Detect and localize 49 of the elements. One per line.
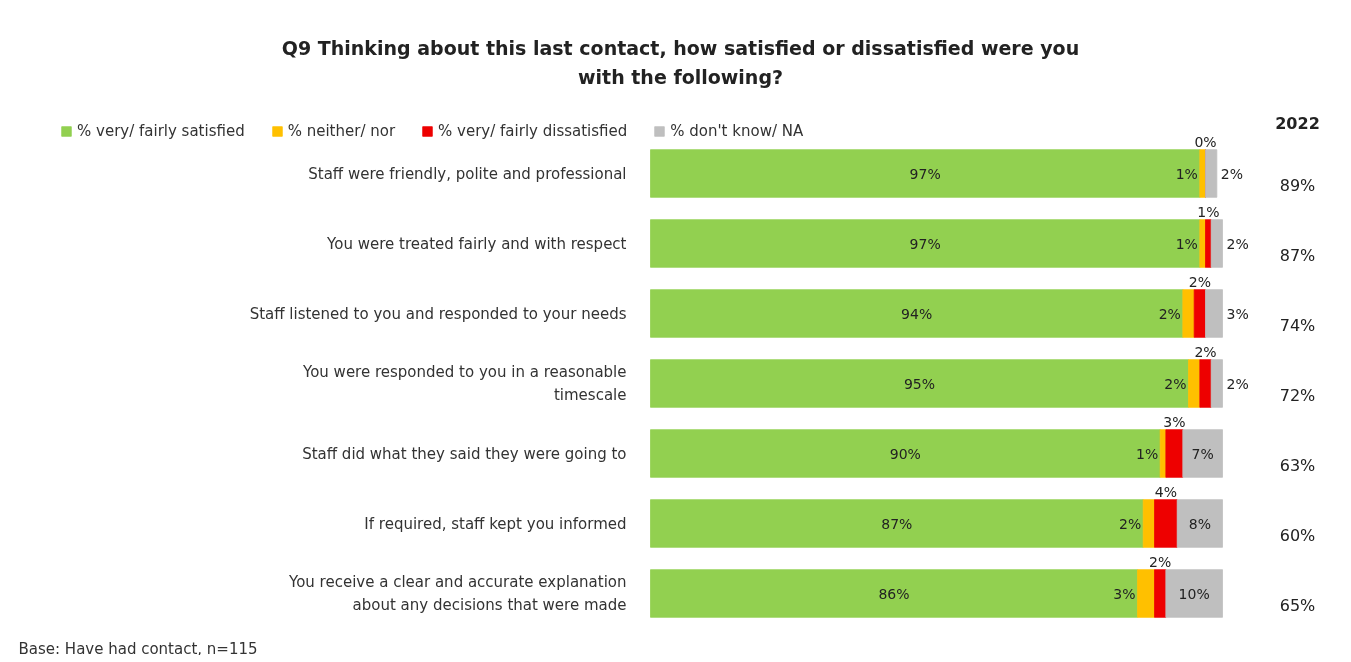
data-label: 3% bbox=[1226, 305, 1249, 322]
data-label: 2% bbox=[1226, 375, 1249, 392]
data-label: 3% bbox=[1163, 414, 1186, 430]
data-label: 1% bbox=[1175, 235, 1198, 252]
data-label: 2% bbox=[1149, 554, 1172, 570]
text: 60% bbox=[1279, 526, 1316, 545]
data-label: 86% bbox=[878, 585, 910, 602]
data-label: 2% bbox=[1158, 305, 1181, 322]
data-label: 95% bbox=[903, 375, 936, 392]
text: 65% bbox=[1279, 596, 1316, 615]
data-label: 87% bbox=[881, 515, 913, 532]
data-label: 2% bbox=[1220, 165, 1244, 182]
data-label: 2% bbox=[1194, 344, 1217, 360]
data-label: 8% bbox=[1188, 515, 1211, 532]
text: 87% bbox=[1279, 246, 1316, 265]
data-label: 0% bbox=[1194, 134, 1217, 150]
data-label: 1% bbox=[1135, 445, 1159, 462]
data-label: 97% bbox=[909, 235, 941, 252]
y-tick-label: If required, staff kept you informed bbox=[364, 514, 627, 533]
y-tick-label: Staff did what they said they were going to bbox=[302, 444, 627, 463]
data-label: 90% bbox=[889, 445, 921, 462]
data-label: 94% bbox=[901, 305, 933, 322]
legend-label: % very/ fairly dissatisfied bbox=[438, 122, 628, 140]
data-label: 10% bbox=[1178, 585, 1210, 602]
legend-label: % neither/ nor bbox=[287, 122, 396, 140]
text: 89% bbox=[1279, 176, 1316, 195]
data-label: 1% bbox=[1175, 165, 1198, 182]
data-label: 2% bbox=[1164, 375, 1187, 392]
text: 72% bbox=[1279, 386, 1316, 405]
data-label: 2% bbox=[1188, 274, 1211, 290]
data-label: 3% bbox=[1113, 585, 1136, 602]
y-tick-label: You were treated fairly and with respect bbox=[326, 234, 627, 253]
data-label: 1% bbox=[1197, 204, 1220, 220]
y-tick-label: Staff listened to you and responded to your needs bbox=[249, 304, 627, 323]
data-label: 2% bbox=[1119, 515, 1142, 532]
y-tick-label: You were responded to you in a reasonable timescale bbox=[302, 363, 627, 404]
text: Base: Have had contact, n=115 bbox=[18, 639, 258, 658]
legend-label: % very/ fairly satisfied bbox=[77, 122, 245, 140]
y-tick-label: You receive a clear and accurate explanation about any decisions that were made bbox=[287, 573, 627, 614]
legend-label: % don't know/ NA bbox=[670, 122, 804, 140]
text: 2022 bbox=[1275, 113, 1320, 133]
data-label: 97% bbox=[909, 165, 941, 182]
y-tick-label: Staff were friendly, polite and professional bbox=[308, 164, 627, 183]
data-label: 7% bbox=[1191, 445, 1214, 462]
chart-title: Q9 Thinking about this last contact, how satisfied or dissatisfied were you with the following? bbox=[281, 37, 1080, 88]
data-label: 2% bbox=[1226, 235, 1249, 252]
text: 63% bbox=[1279, 456, 1316, 475]
data-label: 4% bbox=[1154, 484, 1177, 500]
text: 74% bbox=[1279, 316, 1316, 335]
